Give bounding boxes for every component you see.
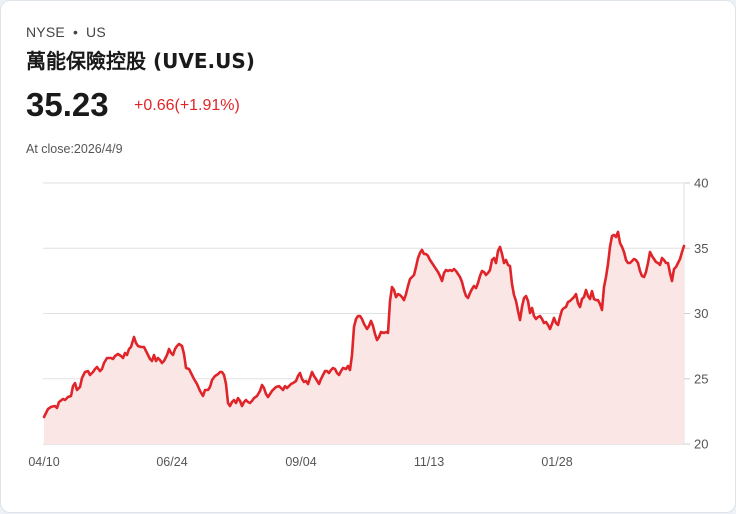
x-tick-label: 04/10: [28, 455, 59, 469]
price-change: +0.66(+1.91%): [134, 97, 240, 114]
separator-dot: •: [72, 24, 79, 40]
market-name: US: [86, 24, 106, 40]
y-tick-label: 40: [694, 176, 708, 191]
x-axis: 04/10 06/24 09/04 11/13 01/28: [28, 455, 572, 469]
x-tick-label: 11/13: [414, 455, 444, 469]
stock-title: 萬能保險控股 (UVE.US): [26, 49, 255, 73]
exchange-line: NYSE • US: [26, 24, 106, 40]
exchange-name: NYSE: [26, 24, 65, 40]
x-tick-label: 09/04: [285, 455, 316, 469]
y-tick-label: 25: [694, 371, 708, 386]
price-line: [42, 230, 686, 419]
price-area-fill: [44, 231, 684, 444]
at-close-date: At close:2026/4/9: [26, 142, 123, 156]
y-tick-label: 30: [694, 306, 708, 321]
x-tick-label: 01/28: [541, 455, 572, 469]
y-tick-label: 35: [694, 241, 708, 256]
y-axis: 40 35 30 25 20: [694, 176, 708, 452]
current-price: 35.23: [26, 86, 109, 123]
y-tick-label: 20: [694, 437, 708, 452]
x-tick-label: 06/24: [156, 455, 187, 469]
